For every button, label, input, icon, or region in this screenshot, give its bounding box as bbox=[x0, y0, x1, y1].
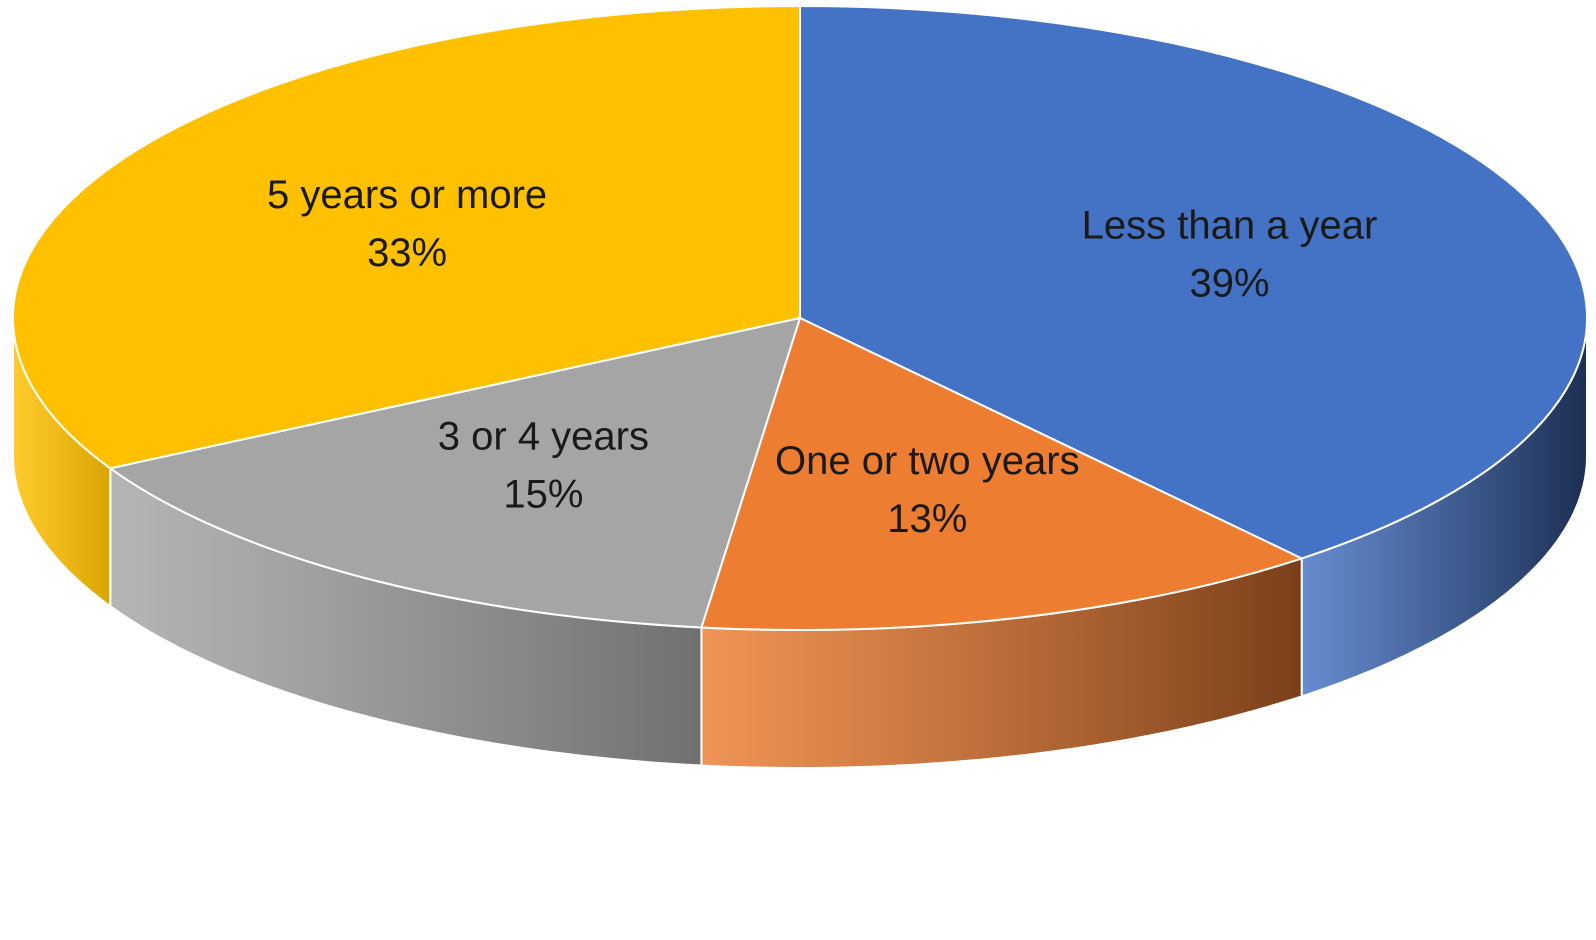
slice-percent: 39% bbox=[1189, 262, 1269, 306]
pie-top-faces bbox=[11, 4, 1589, 631]
slice-3-or-4-years bbox=[107, 316, 802, 629]
slice-label: Less than a year bbox=[1082, 204, 1378, 248]
slice-percent: 33% bbox=[367, 231, 447, 275]
slice-percent: 13% bbox=[887, 497, 967, 541]
slice-label: 5 years or more bbox=[267, 173, 547, 217]
pie-sides bbox=[12, 317, 1588, 769]
slice-less-than-a-year bbox=[799, 4, 1589, 560]
slice-percent: 15% bbox=[503, 473, 583, 517]
data-label-3-or-4-years: 3 or 4 years 15% bbox=[438, 415, 649, 517]
data-label-5-years-or-more: 5 years or more 33% bbox=[267, 173, 547, 275]
data-label-less-than-a-year: Less than a year 39% bbox=[1082, 204, 1378, 306]
slice-label: One or two years bbox=[775, 439, 1080, 483]
data-label-one-or-two-years: One or two years 13% bbox=[775, 439, 1080, 541]
slice-5-years-or-more bbox=[11, 4, 801, 470]
slice-label: 3 or 4 years bbox=[438, 415, 649, 459]
slice-one-or-two-years bbox=[700, 316, 1305, 631]
data-labels: Less than a year 39% One or two years 13% 3 … bbox=[267, 173, 1377, 541]
